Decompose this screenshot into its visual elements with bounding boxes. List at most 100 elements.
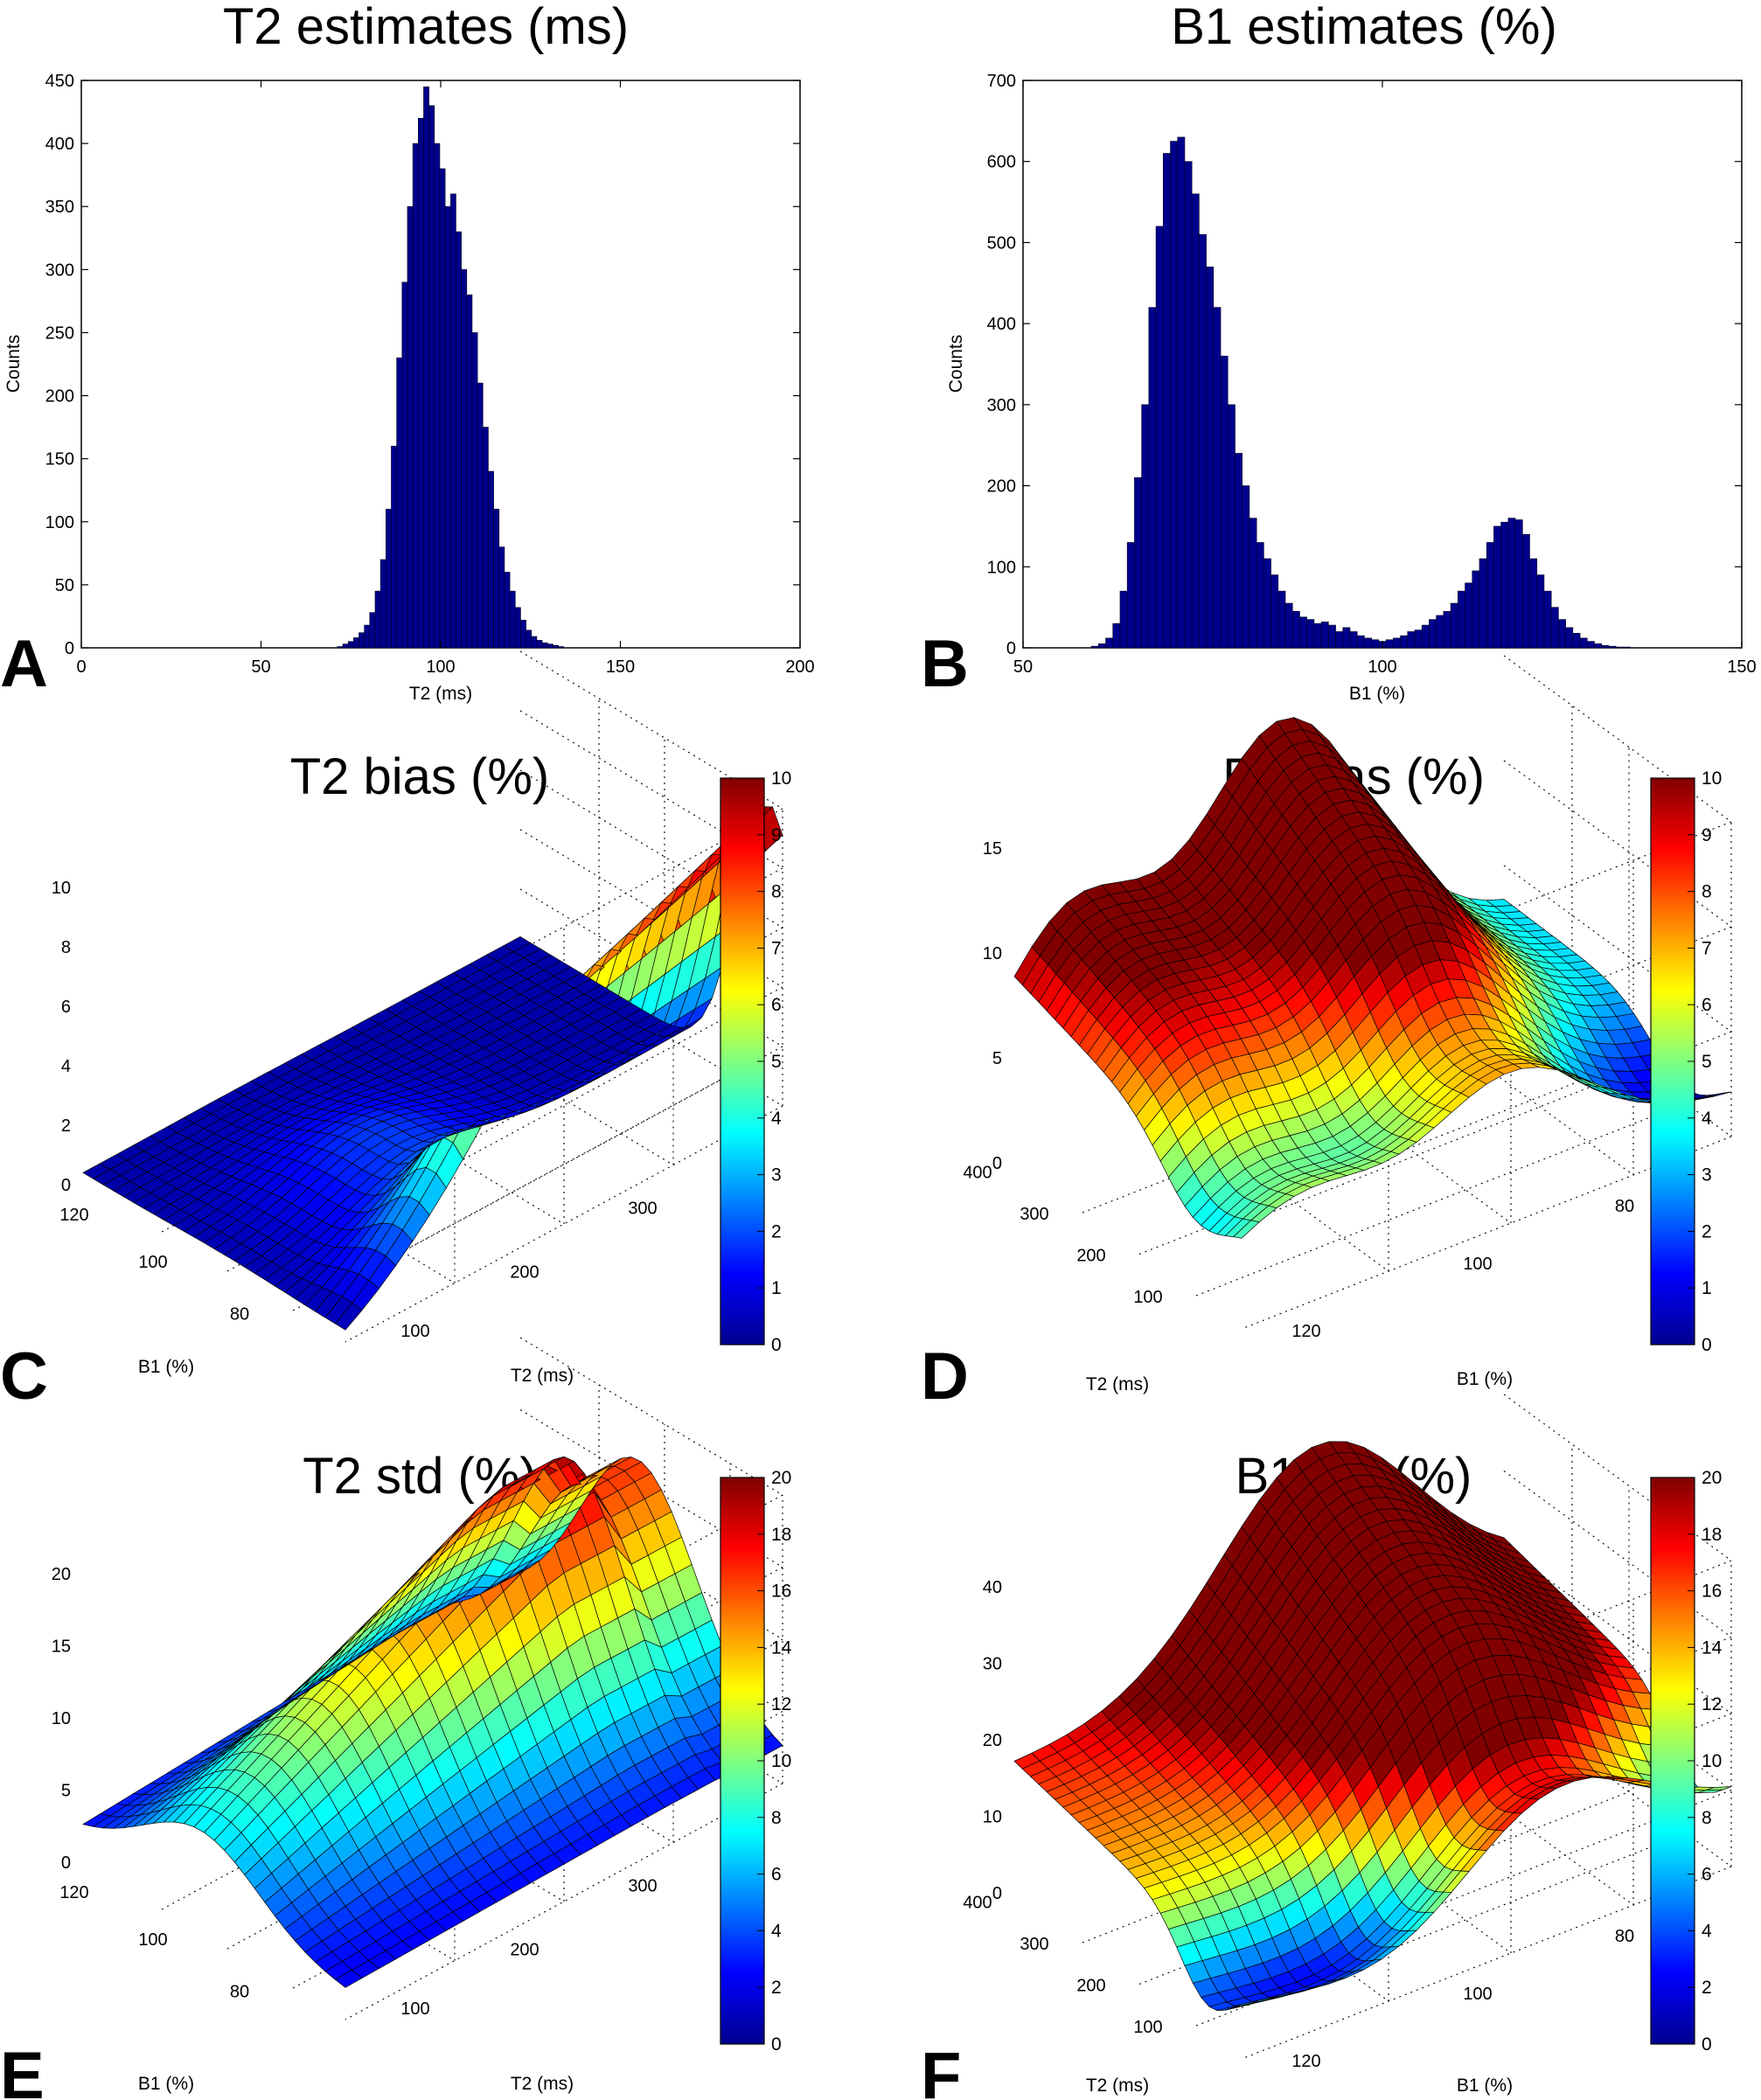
histogram-bar — [1458, 590, 1465, 649]
histogram-bar — [423, 86, 429, 649]
panel-a-title: T2 estimates (ms) — [223, 0, 629, 55]
histogram-bar — [1213, 307, 1222, 649]
histogram-bar — [1090, 645, 1099, 649]
surface-axis-label: B1 (%) — [1457, 2076, 1513, 2096]
histogram-bar — [396, 357, 403, 649]
histogram-bar — [1356, 635, 1365, 649]
grid-line — [1503, 865, 1732, 1033]
histogram-bar — [456, 231, 462, 649]
panel-c: T2 bias (%) 02468101201008010020030040B1… — [0, 650, 791, 1414]
panel-a: T2 estimates (ms) 0 50 100 150 200 0 50 100 150 2… — [0, 0, 815, 704]
histogram-bar — [379, 559, 386, 649]
panel-a-ylabel: Counts — [3, 335, 24, 393]
colorbar-tick-label: 16 — [771, 1582, 791, 1602]
colorbar-tick-label: 5 — [771, 1052, 782, 1072]
histogram-bar — [531, 636, 538, 649]
colorbar — [1650, 777, 1695, 1346]
axis-tick-label: 100 — [400, 1999, 429, 2019]
histogram-bar — [536, 640, 543, 649]
histogram-bar — [1270, 574, 1279, 649]
histogram-bar — [391, 445, 397, 649]
panel-a-bars — [337, 86, 565, 649]
histogram-bar — [1134, 476, 1142, 649]
histogram-bar — [1184, 161, 1193, 649]
colorbar-tick-label: 1 — [1702, 1278, 1712, 1298]
histogram-bar — [1249, 518, 1257, 649]
histogram-bar — [444, 205, 451, 649]
histogram-bar — [509, 590, 516, 649]
colorbar-tick-label: 7 — [771, 938, 782, 958]
colorbar-tick-label: 10 — [1702, 1751, 1722, 1771]
histogram-bar — [1558, 619, 1566, 649]
y-tick-label: 700 — [987, 72, 1016, 91]
histogram-bar — [1141, 404, 1150, 649]
z-tick-label: 20 — [983, 1731, 1002, 1750]
y-tick-label: 150 — [45, 450, 74, 469]
z-tick-label: 20 — [52, 1565, 71, 1584]
colorbar-tick-label: 3 — [1702, 1165, 1712, 1186]
colorbar-tick-label: 6 — [1702, 1865, 1712, 1885]
axis-tick-label: 80 — [230, 1982, 249, 2001]
histogram-bar — [1335, 631, 1344, 649]
histogram-bar — [1263, 558, 1271, 649]
panel-a-letter: A — [0, 627, 48, 701]
panel-a-xlabel: T2 (ms) — [409, 684, 472, 704]
z-tick-label: 8 — [61, 938, 71, 957]
histogram-bar — [1162, 153, 1171, 649]
histogram-bar — [450, 193, 456, 649]
y-tick-label: 450 — [45, 72, 74, 91]
histogram-bar — [1349, 631, 1358, 649]
z-tick-label: 2 — [61, 1116, 71, 1136]
colorbar-tick-label: 20 — [771, 1468, 791, 1488]
histogram-bar — [418, 117, 424, 649]
colorbar-tick-label: 4 — [771, 1921, 782, 1941]
z-tick-label: 15 — [983, 839, 1002, 859]
y-tick-label: 0 — [1006, 639, 1016, 658]
axis-tick-label: 200 — [510, 1941, 539, 1960]
histogram-bar — [1306, 619, 1315, 649]
histogram-bar — [1465, 582, 1473, 649]
histogram-bar — [1429, 619, 1437, 649]
histogram-bar — [1443, 610, 1451, 649]
surface-patch — [82, 1163, 111, 1179]
z-tick-label: 4 — [61, 1057, 71, 1076]
z-tick-label: 0 — [992, 1884, 1002, 1903]
z-tick-label: 10 — [983, 944, 1002, 963]
histogram-bar — [1623, 646, 1631, 649]
histogram-bar — [1342, 627, 1351, 649]
histogram-bar — [1328, 624, 1336, 649]
histogram-bar — [1414, 629, 1423, 649]
axis-tick-label: 200 — [1076, 1247, 1105, 1266]
histogram-bar — [358, 632, 365, 649]
histogram-bar — [1320, 622, 1329, 649]
colorbar-tick-label: 0 — [771, 2034, 782, 2055]
colorbar-tick-label: 0 — [771, 1335, 782, 1355]
z-tick-label: 10 — [52, 1709, 71, 1728]
histogram-bar — [374, 590, 381, 649]
histogram-bar — [1291, 610, 1300, 649]
axis-tick-label: 100 — [400, 1322, 429, 1341]
histogram-bar — [1450, 602, 1458, 649]
colorbar-tick-label: 10 — [771, 1751, 791, 1771]
histogram-bar — [1364, 637, 1372, 649]
axis-tick-label: 200 — [510, 1263, 539, 1283]
histogram-bar — [1608, 645, 1617, 649]
axis-tick-label: 100 — [1133, 1288, 1162, 1307]
y-tick-label: 300 — [987, 396, 1016, 415]
colorbar-tick-label: 20 — [1702, 1468, 1722, 1488]
panel-d: B1 bias (%) 05101540030020010012010080T2… — [921, 655, 1732, 1414]
colorbar-tick-label: 6 — [771, 1865, 782, 1885]
y-tick-label: 250 — [45, 323, 74, 343]
histogram-bar — [1256, 542, 1264, 649]
grid-line — [1503, 760, 1732, 928]
axis-tick-label: 100 — [138, 1253, 167, 1272]
colorbar-tick-label: 3 — [771, 1165, 782, 1186]
histogram-bar — [1479, 558, 1487, 649]
colorbar-tick-label: 0 — [1702, 1335, 1712, 1355]
z-tick-label: 15 — [52, 1638, 71, 1657]
histogram-bar — [1586, 641, 1595, 649]
y-tick-label: 400 — [45, 135, 74, 154]
histogram-bar — [337, 646, 344, 649]
